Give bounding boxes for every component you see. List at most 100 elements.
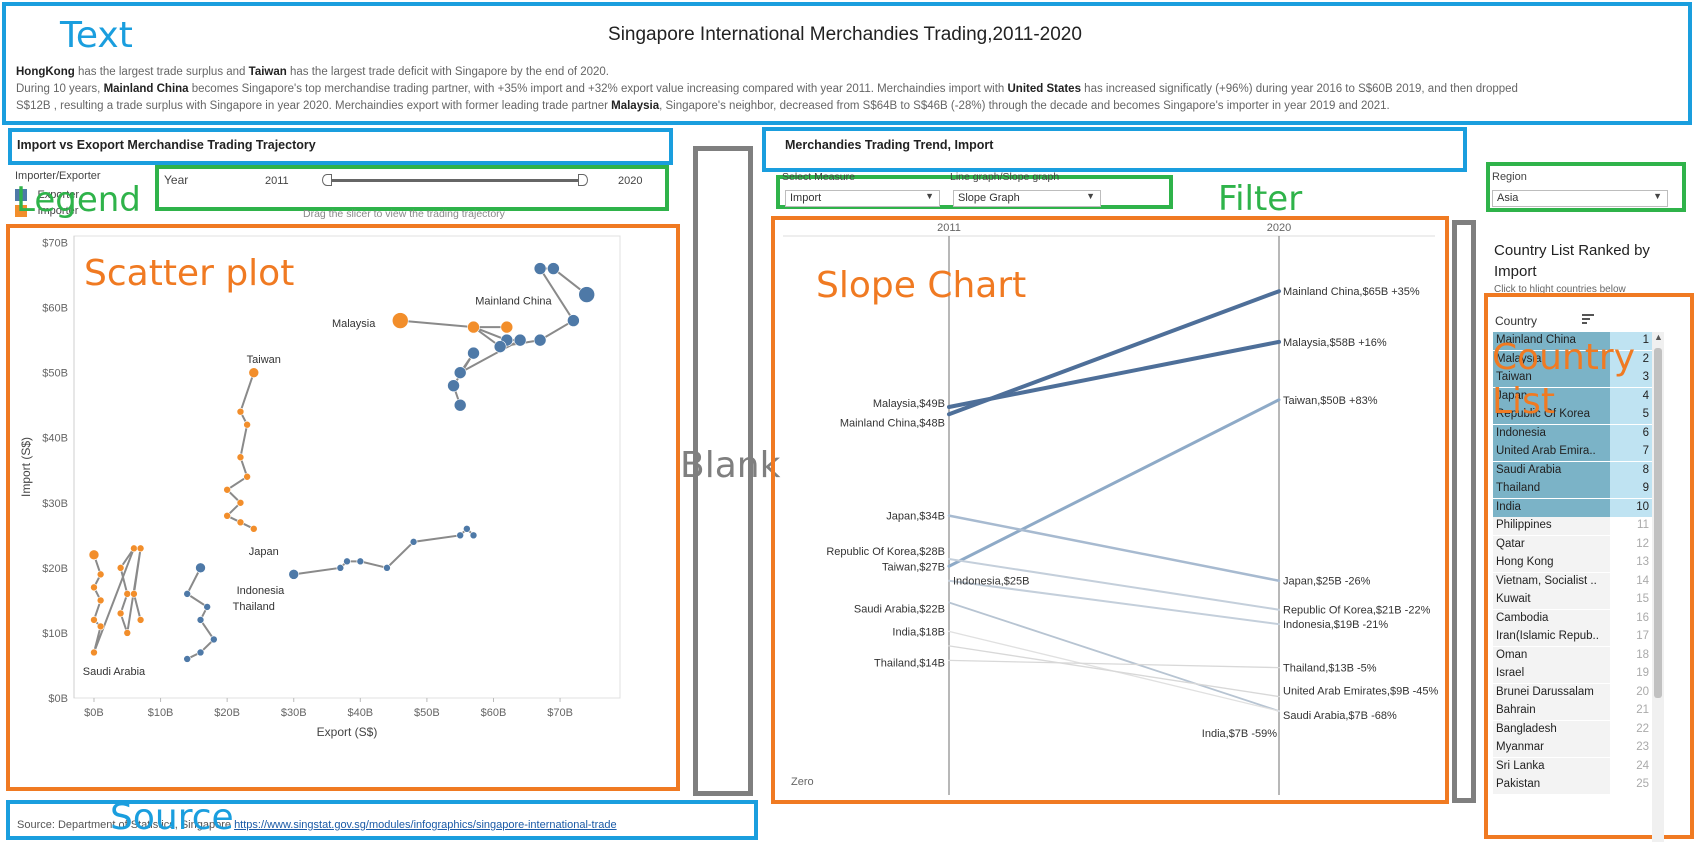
country-row-4[interactable]: Japan bbox=[1493, 387, 1610, 406]
data-point bbox=[453, 366, 467, 379]
data-point bbox=[90, 648, 98, 657]
country-rank-13: 13 bbox=[1636, 556, 1649, 568]
region-label: Region bbox=[1492, 171, 1527, 183]
right-title-frame bbox=[762, 127, 1467, 172]
country-rank-9: 9 bbox=[1610, 480, 1652, 498]
slope-label-start: Mainland China,$48B bbox=[840, 417, 945, 429]
country-rank-22: 22 bbox=[1636, 722, 1649, 735]
country-label: Saudi Arabia bbox=[83, 666, 146, 678]
y-axis-label: Import (S$) bbox=[19, 437, 33, 497]
measure-filter-frame bbox=[776, 175, 1173, 209]
data-point bbox=[195, 562, 206, 574]
slope-section-title: Merchandies Trading Trend, Import bbox=[785, 138, 994, 152]
legend-item-importer[interactable]: Importer bbox=[15, 202, 79, 218]
country-row-9[interactable]: Thailand bbox=[1493, 480, 1610, 498]
annotation-country-list: Country List bbox=[1492, 337, 1636, 422]
country-row-19[interactable]: Israel bbox=[1493, 665, 1610, 683]
country-row-6[interactable]: Indonesia bbox=[1493, 424, 1610, 443]
data-point bbox=[248, 367, 260, 378]
country-list-frame bbox=[1484, 293, 1694, 839]
source-frame bbox=[6, 800, 758, 840]
year-slider-handle-end[interactable] bbox=[578, 174, 588, 186]
country-row-12[interactable]: Qatar bbox=[1493, 535, 1610, 554]
country-row-3[interactable]: Taiwan bbox=[1493, 369, 1610, 387]
story-segment: has increased significatly (+96%) during… bbox=[1080, 83, 1518, 95]
slope-line bbox=[947, 339, 1281, 410]
text-frame bbox=[2, 2, 1692, 125]
annotation-scatter: Scatter plot bbox=[84, 253, 295, 294]
country-rank-25: 25 bbox=[1636, 778, 1649, 790]
country-rank-5: 5 bbox=[1610, 406, 1652, 424]
year-slider-handle-start[interactable] bbox=[322, 174, 332, 186]
legend-title: Importer/Exporter bbox=[15, 170, 101, 182]
annotation-source: Source bbox=[110, 797, 234, 838]
slope-label-end: Mainland China,$65B +35% bbox=[1283, 286, 1420, 298]
measure-dropdown-value: Import bbox=[790, 192, 822, 204]
x-tick-label: $70B bbox=[547, 707, 573, 719]
slope-label-end: United Arab Emirates,$9B -45% bbox=[1283, 686, 1439, 698]
country-row-22[interactable]: Bangladesh bbox=[1493, 720, 1610, 739]
scrollbar-thumb[interactable] bbox=[1654, 348, 1662, 698]
country-row-20[interactable]: Brunei Darussalam bbox=[1493, 683, 1610, 702]
country-row-17[interactable]: Iran(Islamic Repub.. bbox=[1493, 628, 1610, 646]
country-row-8[interactable]: Saudi Arabia bbox=[1493, 461, 1610, 480]
x-tick-label: $30B bbox=[281, 707, 307, 719]
chevron-down-icon: ▼ bbox=[1653, 191, 1662, 201]
blank-frame bbox=[693, 146, 753, 796]
country-row-18[interactable]: Oman bbox=[1493, 646, 1610, 665]
country-row-5[interactable]: Republic Of Korea bbox=[1493, 406, 1610, 424]
graph-type-dropdown[interactable]: Slope Graph ▼ bbox=[953, 190, 1101, 207]
country-row-11[interactable]: Philippines bbox=[1493, 517, 1610, 535]
country-row-21[interactable]: Bahrain bbox=[1493, 702, 1610, 720]
country-list-scrollbar[interactable]: ▲ bbox=[1652, 332, 1664, 842]
data-point bbox=[116, 564, 125, 572]
country-rank-7: 7 bbox=[1610, 443, 1652, 461]
data-point bbox=[243, 420, 251, 429]
scrollbar-up-icon[interactable]: ▲ bbox=[1654, 332, 1663, 342]
year-label: Year bbox=[164, 173, 189, 187]
story-line-2: During 10 years, Mainland China becomes … bbox=[16, 81, 1676, 98]
country-rank-8: 8 bbox=[1610, 461, 1652, 480]
x-axis-label: Export (S$) bbox=[317, 725, 378, 739]
country-row-25[interactable]: Pakistan bbox=[1493, 776, 1610, 794]
zero-label: Zero bbox=[791, 776, 814, 788]
blank-frame-right bbox=[1452, 220, 1476, 803]
slope-label-start: India,$18B bbox=[892, 626, 945, 638]
y-tick-label: $70B bbox=[42, 238, 68, 250]
country-row-23[interactable]: Myanmar bbox=[1493, 739, 1610, 757]
data-point bbox=[336, 564, 345, 572]
data-point bbox=[136, 544, 145, 553]
data-point bbox=[467, 346, 480, 360]
country-row-24[interactable]: Sri Lanka bbox=[1493, 757, 1610, 776]
y-tick-label: $40B bbox=[42, 433, 68, 445]
y-tick-label: $10B bbox=[42, 628, 68, 640]
region-dropdown[interactable]: Asia ▼ bbox=[1492, 190, 1668, 207]
year-slider-track[interactable] bbox=[328, 179, 583, 182]
source-link[interactable]: https://www.singstat.gov.sg/modules/info… bbox=[234, 819, 617, 831]
country-row-2[interactable]: Malaysia bbox=[1493, 350, 1610, 369]
data-point bbox=[469, 531, 478, 540]
data-point bbox=[236, 453, 245, 462]
slope-line bbox=[947, 398, 1281, 568]
country-rank-19: 19 bbox=[1636, 667, 1649, 679]
data-point bbox=[288, 569, 300, 580]
data-point bbox=[456, 531, 464, 540]
year-start-header: 2011 bbox=[937, 222, 961, 234]
sort-icon[interactable] bbox=[1582, 314, 1595, 325]
year-end-header: 2020 bbox=[1267, 222, 1291, 234]
country-row-13[interactable]: Hong Kong bbox=[1493, 554, 1610, 572]
country-label: Mainland China bbox=[475, 295, 552, 307]
legend-item-exporter[interactable]: Exporter bbox=[15, 186, 79, 202]
country-row-1[interactable]: Mainland China bbox=[1493, 332, 1610, 350]
country-rank-14: 14 bbox=[1636, 574, 1649, 587]
country-row-16[interactable]: Cambodia bbox=[1493, 609, 1610, 628]
scatter-section-title: Import vs Exoport Merchandise Trading Tr… bbox=[17, 138, 316, 152]
country-row-14[interactable]: Vietnam, Socialist .. bbox=[1493, 572, 1610, 591]
data-point bbox=[383, 564, 391, 572]
measure-dropdown[interactable]: Import ▼ bbox=[785, 190, 940, 207]
country-row-7[interactable]: United Arab Emira.. bbox=[1493, 443, 1610, 461]
country-row-15[interactable]: Kuwait bbox=[1493, 591, 1610, 609]
data-point bbox=[223, 512, 231, 520]
country-row-10[interactable]: India bbox=[1493, 498, 1610, 517]
story-highlight: HongKong bbox=[16, 66, 75, 78]
